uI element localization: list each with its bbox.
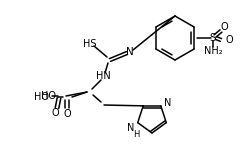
Text: H: H — [133, 130, 140, 139]
Text: O: O — [220, 22, 228, 32]
Text: N: N — [164, 98, 171, 108]
Text: HO: HO — [40, 91, 56, 101]
Text: O: O — [225, 35, 233, 45]
Text: O: O — [63, 109, 71, 119]
Text: NH₂: NH₂ — [204, 46, 222, 56]
Text: HO: HO — [34, 92, 49, 102]
Text: N: N — [127, 123, 135, 133]
Text: O: O — [51, 108, 59, 118]
Text: HN: HN — [96, 71, 110, 81]
Text: HS: HS — [83, 39, 97, 49]
Text: N: N — [126, 47, 134, 57]
Text: S: S — [210, 33, 216, 43]
